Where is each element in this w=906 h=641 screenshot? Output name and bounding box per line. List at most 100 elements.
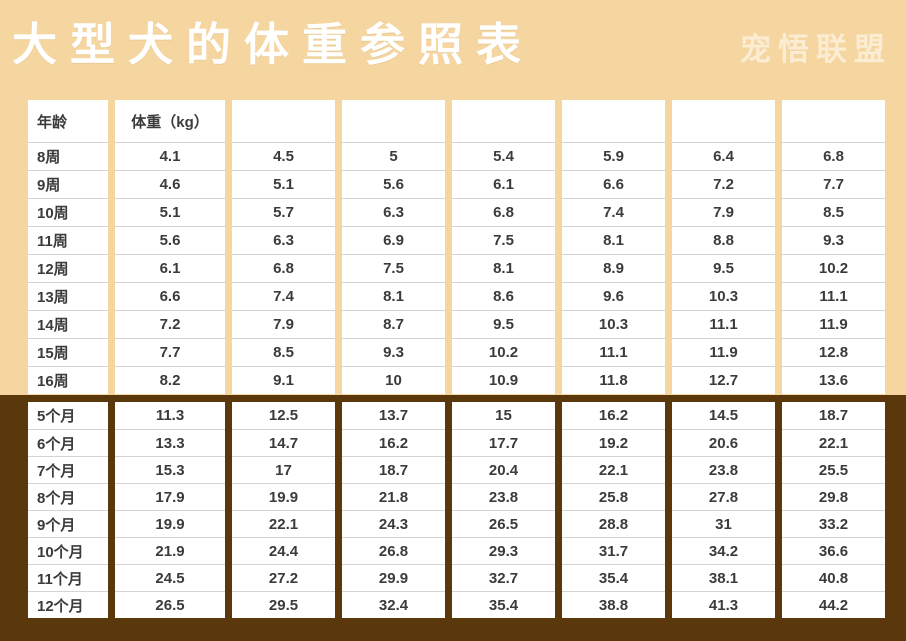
age-cell: 5个月 xyxy=(28,402,108,429)
age-cell: 9周 xyxy=(28,170,108,198)
weight-value-cell: 32.7 xyxy=(452,564,555,591)
weight-value-cell: 32.4 xyxy=(342,591,445,618)
weight-value-cell: 34.2 xyxy=(672,537,775,564)
weight-value-cell: 5.1 xyxy=(232,170,335,198)
weight-value-cell: 17 xyxy=(232,456,335,483)
weight-value-cell: 20.6 xyxy=(672,429,775,456)
age-cell: 13周 xyxy=(28,282,108,310)
weight-value-cell: 12.5 xyxy=(232,402,335,429)
weight-value-cell: 7.7 xyxy=(782,170,885,198)
weight-value-cell: 8.7 xyxy=(342,310,445,338)
weight-value-cell: 10.2 xyxy=(452,338,555,366)
age-cell: 9个月 xyxy=(28,510,108,537)
weight-value-cell: 5.4 xyxy=(452,142,555,170)
weight-value-cell: 8.8 xyxy=(672,226,775,254)
weeks-section: 年龄 体重（kg） 8周 4.1 4.5 5 5.4 5.9 6.4 6.8 9周 4.6 5.1 5.6… xyxy=(28,100,885,394)
weight-value-cell: 22.1 xyxy=(782,429,885,456)
weight-table: 年龄 体重（kg） 8周 4.1 4.5 5 5.4 5.9 6.4 6.8 9周 4.6 5.1 5.6… xyxy=(28,100,885,618)
weight-value-cell: 5.1 xyxy=(115,198,225,226)
weight-value-cell: 13.7 xyxy=(342,402,445,429)
weight-value-cell: 6.8 xyxy=(232,254,335,282)
weight-value-cell: 11.1 xyxy=(672,310,775,338)
weight-value-cell: 36.6 xyxy=(782,537,885,564)
weight-value-cell: 29.9 xyxy=(342,564,445,591)
weight-value-cell: 11.1 xyxy=(562,338,665,366)
age-cell: 11个月 xyxy=(28,564,108,591)
age-cell: 6个月 xyxy=(28,429,108,456)
weight-value-cell: 8.6 xyxy=(452,282,555,310)
age-column-header: 年龄 xyxy=(28,100,108,142)
weight-value-cell: 26.5 xyxy=(115,591,225,618)
weight-value-cell: 7.2 xyxy=(672,170,775,198)
weight-value-cell: 7.4 xyxy=(562,198,665,226)
weight-value-cell: 7.7 xyxy=(115,338,225,366)
weight-value-cell: 11.9 xyxy=(672,338,775,366)
weight-value-cell: 11.8 xyxy=(562,366,665,394)
weight-value-cell: 12.7 xyxy=(672,366,775,394)
weight-value-cell: 31 xyxy=(672,510,775,537)
weight-value-cell: 11.3 xyxy=(115,402,225,429)
weight-value-cell: 6.1 xyxy=(115,254,225,282)
age-cell: 7个月 xyxy=(28,456,108,483)
age-cell: 14周 xyxy=(28,310,108,338)
weight-value-cell: 23.8 xyxy=(452,483,555,510)
weight-value-cell: 4.6 xyxy=(115,170,225,198)
weight-value-cell: 11.9 xyxy=(782,310,885,338)
weight-value-cell: 27.2 xyxy=(232,564,335,591)
age-cell: 15周 xyxy=(28,338,108,366)
weight-value-cell: 7.5 xyxy=(342,254,445,282)
weight-value-cell: 44.2 xyxy=(782,591,885,618)
weight-value-cell: 8.1 xyxy=(562,226,665,254)
weight-value-cell: 25.5 xyxy=(782,456,885,483)
weight-value-cell: 6.3 xyxy=(232,226,335,254)
weight-value-cell: 26.8 xyxy=(342,537,445,564)
weight-value-cell: 6.1 xyxy=(452,170,555,198)
blank-header-cell xyxy=(452,100,555,142)
weight-value-cell: 41.3 xyxy=(672,591,775,618)
weight-value-cell: 8.5 xyxy=(782,198,885,226)
weight-value-cell: 9.3 xyxy=(782,226,885,254)
weight-value-cell: 11.1 xyxy=(782,282,885,310)
weight-value-cell: 38.1 xyxy=(672,564,775,591)
weight-value-cell: 6.8 xyxy=(782,142,885,170)
weight-value-cell: 13.3 xyxy=(115,429,225,456)
weight-value-cell: 21.9 xyxy=(115,537,225,564)
weight-value-cell: 15.3 xyxy=(115,456,225,483)
age-cell: 16周 xyxy=(28,366,108,394)
weight-value-cell: 6.3 xyxy=(342,198,445,226)
age-cell: 10个月 xyxy=(28,537,108,564)
weight-value-cell: 15 xyxy=(452,402,555,429)
age-cell: 11周 xyxy=(28,226,108,254)
weight-value-cell: 10.2 xyxy=(782,254,885,282)
weight-value-cell: 10.9 xyxy=(452,366,555,394)
age-cell: 8周 xyxy=(28,142,108,170)
weight-value-cell: 9.5 xyxy=(672,254,775,282)
weight-value-cell: 19.9 xyxy=(232,483,335,510)
weight-value-cell: 18.7 xyxy=(342,456,445,483)
weight-value-cell: 9.5 xyxy=(452,310,555,338)
weight-value-cell: 8.5 xyxy=(232,338,335,366)
weight-value-cell: 16.2 xyxy=(562,402,665,429)
weight-value-cell: 24.4 xyxy=(232,537,335,564)
months-section: 5个月 11.3 12.5 13.7 15 16.2 14.5 18.7 6个月 13.3 14.7… xyxy=(28,402,885,618)
weight-value-cell: 25.8 xyxy=(562,483,665,510)
blank-header-cell xyxy=(232,100,335,142)
weight-value-cell: 13.6 xyxy=(782,366,885,394)
weight-value-cell: 5.6 xyxy=(342,170,445,198)
weight-value-cell: 31.7 xyxy=(562,537,665,564)
weight-value-cell: 9.1 xyxy=(232,366,335,394)
weight-value-cell: 22.1 xyxy=(562,456,665,483)
weight-value-cell: 10 xyxy=(342,366,445,394)
weight-value-cell: 38.8 xyxy=(562,591,665,618)
weight-value-cell: 6.6 xyxy=(562,170,665,198)
weight-value-cell: 29.3 xyxy=(452,537,555,564)
weight-value-cell: 9.3 xyxy=(342,338,445,366)
weight-value-cell: 33.2 xyxy=(782,510,885,537)
page-title: 大型犬的体重参照表 xyxy=(12,19,535,70)
weight-value-cell: 20.4 xyxy=(452,456,555,483)
weight-value-cell: 7.2 xyxy=(115,310,225,338)
weight-value-cell: 24.3 xyxy=(342,510,445,537)
weight-value-cell: 26.5 xyxy=(452,510,555,537)
weight-value-cell: 7.4 xyxy=(232,282,335,310)
